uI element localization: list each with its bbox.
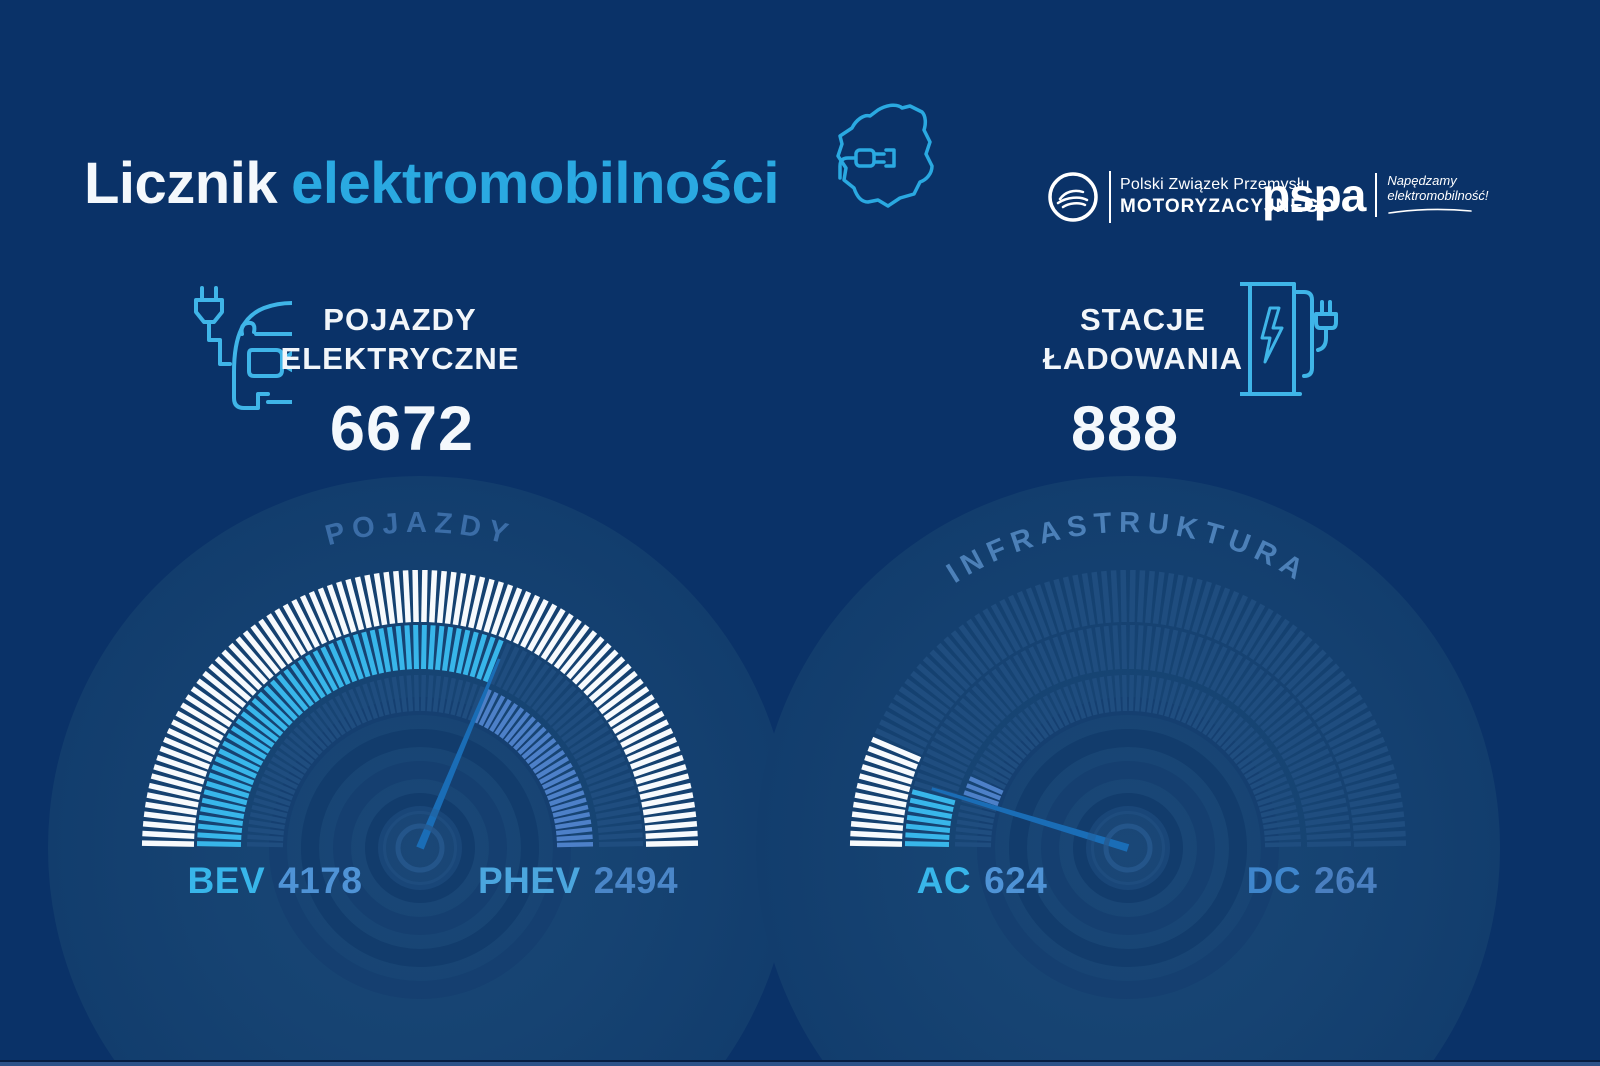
legend-bev-value: 4178 xyxy=(278,860,363,901)
pspa-tagline-line2: elektromobilność! xyxy=(1387,187,1489,203)
bottom-edge-strip xyxy=(0,1060,1600,1066)
vehicles-heading: POJAZDY ELEKTRYCZNE xyxy=(281,300,520,378)
charging-station-icon xyxy=(1240,282,1338,396)
stations-total: 888 xyxy=(1070,394,1180,464)
vehicles-heading-line1: POJAZDY xyxy=(323,302,477,337)
pspa-swoosh-icon xyxy=(1388,208,1473,214)
pspa-logo: pspa Napędzamy elektromobilność! xyxy=(1262,172,1489,218)
pspa-tagline: Napędzamy elektromobilność! xyxy=(1387,172,1489,218)
legend-bev-label: BEV xyxy=(187,860,266,901)
infrastructure-gauge: INFRASTRUKTURA xyxy=(756,476,1500,1066)
electric-car-icon xyxy=(194,286,292,410)
gauge-needle xyxy=(416,658,501,850)
pspa-tagline-line1: Napędzamy xyxy=(1387,172,1457,188)
stations-heading-line2: ŁADOWANIA xyxy=(1042,341,1244,376)
pzpm-text: Polski Związek Przemysłu MOTORYZACYJNEGO xyxy=(1120,176,1336,218)
pzpm-line1: Polski Związek Przemysłu xyxy=(1120,176,1310,193)
poland-map-plug-icon xyxy=(836,103,934,208)
vehicles-gauge: POJAZDY xyxy=(48,476,792,1066)
gauge-needle xyxy=(931,787,1130,852)
legend-bev: BEV 4178 xyxy=(188,860,363,902)
stations-heading-line1: STACJE xyxy=(1079,302,1206,337)
pzpm-divider xyxy=(1109,171,1111,223)
legend-dc: DC 264 xyxy=(1247,860,1378,902)
legend-dc-label: DC xyxy=(1246,860,1302,901)
legend-phev-label: PHEV xyxy=(477,860,581,901)
legend-phev-value: 2494 xyxy=(593,860,679,901)
legend-ac: AC 624 xyxy=(917,860,1048,902)
page-title: Licznik elektromobilności xyxy=(84,150,779,217)
legend-phev: PHEV 2494 xyxy=(478,860,678,902)
vehicles-heading-line2: ELEKTRYCZNE xyxy=(280,341,520,376)
pzpm-line2: MOTORYZACYJNEGO xyxy=(1120,196,1336,217)
pzpm-logo: Polski Związek Przemysłu MOTORYZACYJNEGO xyxy=(1046,170,1336,224)
legend-dc-value: 264 xyxy=(1314,860,1378,901)
pzpm-emblem-icon xyxy=(1048,172,1098,222)
title-word-2: elektromobilności xyxy=(291,151,779,216)
pspa-wordmark: pspa xyxy=(1262,169,1366,221)
vehicles-total: 6672 xyxy=(329,394,475,464)
legend-ac-value: 624 xyxy=(984,860,1048,901)
legend-ac-label: AC xyxy=(916,860,972,901)
stations-heading: STACJE ŁADOWANIA xyxy=(1043,300,1243,378)
title-word-1: Licznik xyxy=(84,151,278,216)
pspa-divider xyxy=(1375,173,1378,217)
